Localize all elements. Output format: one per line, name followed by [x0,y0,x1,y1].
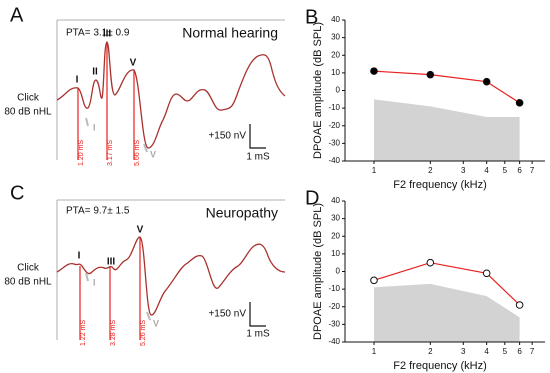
x-tick-label: 7 [530,166,535,175]
y-tick-label: 10 [331,68,340,77]
condition: Neuropathy [206,205,278,221]
noise-floor-area [373,283,520,342]
arrow-label: I [93,277,96,287]
waveform [56,41,286,149]
panel-label: D [305,187,319,209]
y-tick-label: 0 [336,267,341,276]
y-tick-label: -40 [328,337,340,346]
y-tick-label: -20 [328,121,340,130]
y-tick-label: 20 [331,50,340,59]
frame [56,199,285,340]
arrow [85,272,151,321]
x-tick-label: 5 [503,166,508,175]
x-tick-label: 3 [461,166,466,175]
arrow-label: V [150,149,156,159]
latency-label: 1.20 mS [78,140,85,166]
dpoae-point [426,70,435,79]
x-axis-label: F2 frequency (kHz) [393,360,487,372]
scale-bar [249,302,266,327]
peak-label: V [130,58,137,69]
y-tick-label: -40 [328,156,340,165]
scale-time: 1 mS [246,329,270,340]
latency-label: 3.28 mS [110,320,117,346]
x-tick-label: 2 [428,347,433,356]
stimulus: Click [17,263,40,274]
y-tick-label: 30 [331,33,340,42]
latency-label: 5.26 mS [140,320,147,346]
y-tick-label: -10 [328,103,340,112]
x-tick-label: 6 [517,166,522,175]
x-tick-label: 6 [517,347,522,356]
noise-floor-area [373,99,520,161]
y-tick-label: 20 [331,231,340,240]
latency-line [79,237,141,340]
arrow-label: V [153,318,159,328]
frame [56,19,285,160]
peak-label: II [92,67,98,78]
dpoae-point [482,77,491,86]
y-tick-label: 0 [336,86,341,95]
y-tick-label: 30 [331,214,340,223]
abr-panel-c: C PTA= 9.7± 1.5 Neuropathy Click 80 dB n… [4,182,286,346]
x-tick-label: 1 [372,166,377,175]
x-tick-label: 5 [503,347,508,356]
dpoae-point [515,99,524,107]
dpoae-point [370,276,378,285]
latency-label: 3.17 mS [107,140,114,166]
dpoae-point [426,258,435,267]
stimulus: Click [17,93,40,104]
y-tick-label: -20 [328,302,340,311]
dpoae-line [373,70,520,104]
waveform [56,236,286,316]
abr-panel-a: A PTA= 3.1± 0.9 Normal hearing Click 80 … [4,4,286,166]
y-axis-label: DPOAE amplitude (dB SPL) [312,22,324,159]
peak-label: V [137,225,144,236]
dpoae-point [370,67,378,75]
condition: Normal hearing [182,25,278,41]
y-tick-label: 10 [331,249,340,258]
x-tick-label: 7 [530,347,535,356]
arrow-label: I [93,122,96,132]
arrow [85,117,148,153]
peak-label: I [78,251,81,262]
y-tick-label: -30 [328,319,340,328]
y-tick-label: 40 [331,196,340,205]
y-tick-label: 40 [331,15,340,24]
peak-label: III [103,29,112,40]
scale-amplitude: +150 nV [208,131,246,142]
x-tick-label: 4 [484,166,489,175]
latency-line [77,42,135,160]
peak-label: III [107,257,116,268]
panel-label: C [10,182,24,204]
x-axis-label: F2 frequency (kHz) [393,179,487,191]
pta: PTA= 3.1± 0.9 [66,28,130,39]
panel-label: A [10,4,24,26]
x-tick-label: 3 [461,347,466,356]
dpoae-line [373,262,521,306]
pta: PTA= 9.7± 1.5 [66,206,130,217]
panel-label: B [305,6,318,28]
y-axis-label: DPOAE amplitude (dB SPL) [312,203,324,340]
latency-label: 1.22 mS [80,320,87,346]
y-tick-label: -30 [328,138,340,147]
dpoae-point [482,269,491,278]
stimulus-level: 80 dB nHL [4,107,52,118]
peak-label: I [76,75,79,86]
scale-time: 1 mS [246,152,270,163]
x-tick-label: 2 [428,166,433,175]
scale-bar [249,124,266,149]
latency-label: 5.66 mS [134,140,141,166]
scale-amplitude: +150 nV [208,309,246,320]
x-tick-label: 4 [484,347,489,356]
stimulus-level: 80 dB nHL [4,277,52,288]
y-tick-label: -10 [328,284,340,293]
x-tick-label: 1 [372,347,377,356]
dpoae-point [515,301,524,309]
